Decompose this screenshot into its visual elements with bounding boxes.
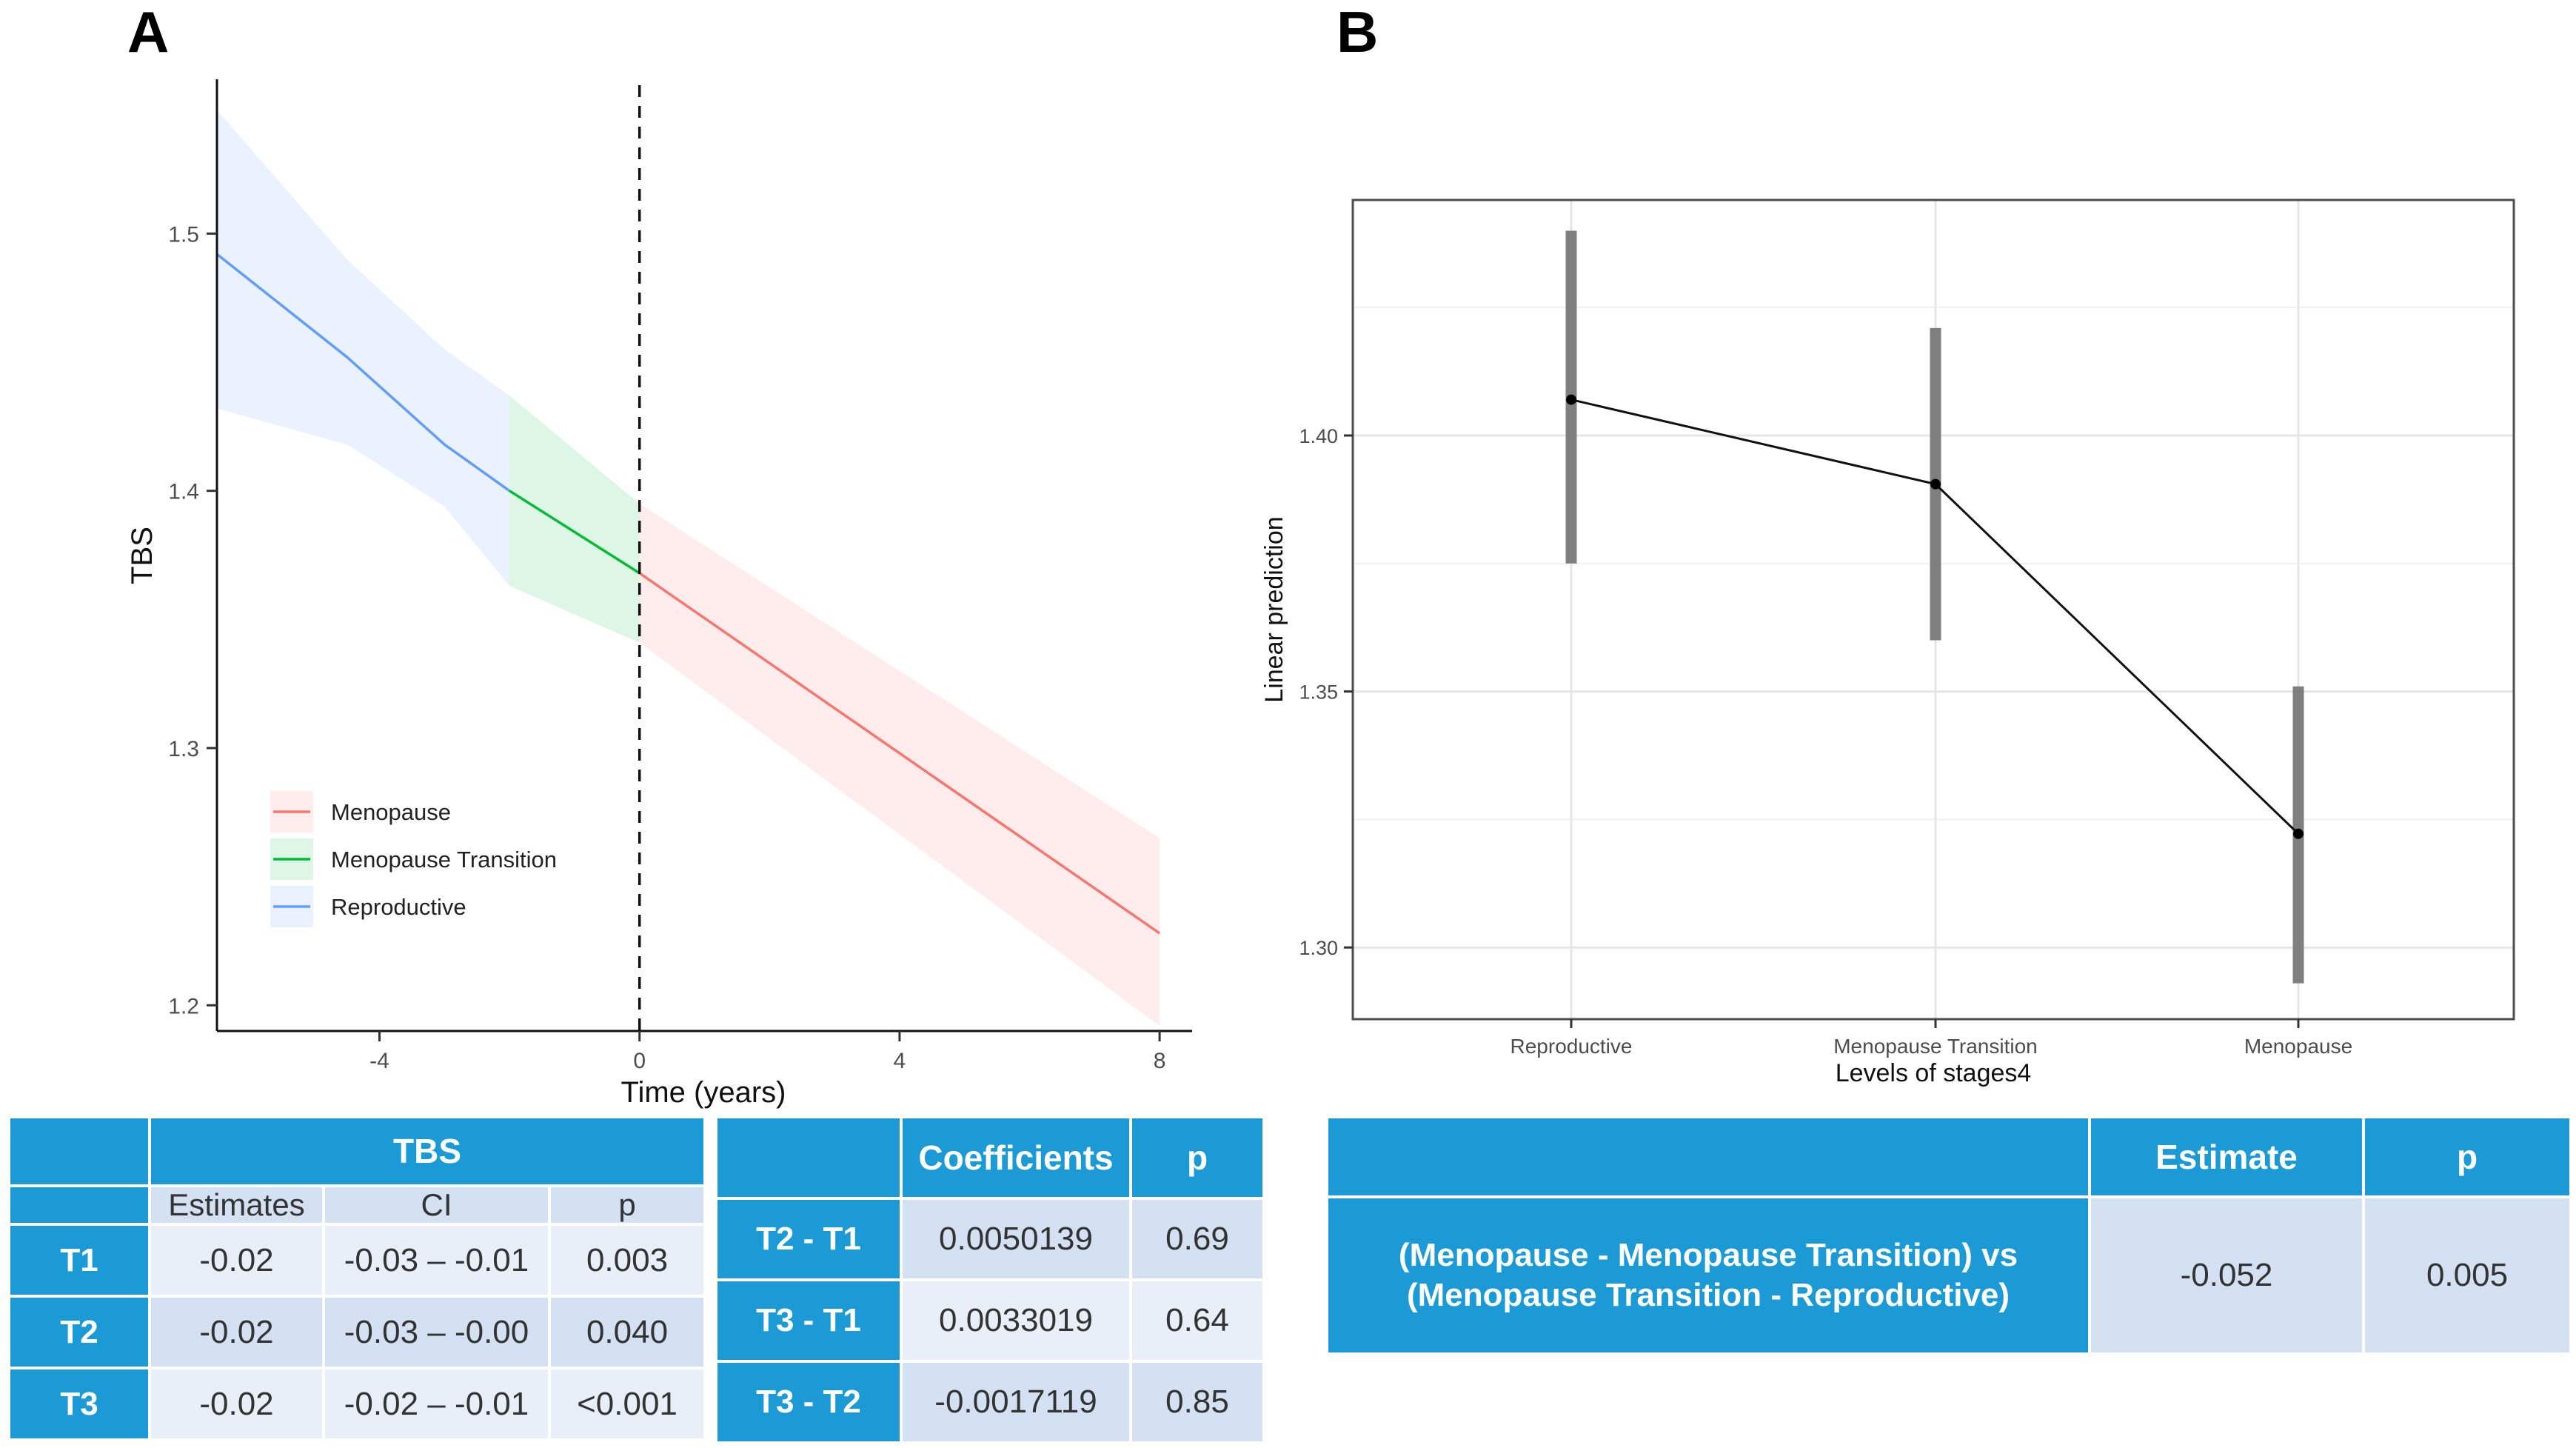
- row-label-line-2: (Menopause Transition - Reproductive): [1406, 1277, 2010, 1313]
- x-axis-title: Time (years): [621, 1076, 786, 1109]
- prediction-point: [1566, 394, 1576, 405]
- y-tick-label: 1.5: [168, 222, 199, 247]
- row-label-line-1: (Menopause - Menopause Transition) vs: [1398, 1237, 2018, 1273]
- cell-estimate: -0.052: [2088, 1195, 2365, 1355]
- table-coefficients: Coefficients p T2 - T1 0.0050139 0.69 T3…: [715, 1115, 1265, 1444]
- table-corner: [7, 1184, 151, 1227]
- table-row: T3 - T2 -0.0017119 0.85: [715, 1360, 1265, 1444]
- cell-estimate: -0.02: [148, 1223, 325, 1298]
- table-row: T1 -0.02 -0.03 – -0.01 0.003: [7, 1223, 706, 1298]
- cell-estimate: -0.02: [148, 1295, 325, 1370]
- y-tick-label: 1.35: [1299, 681, 1338, 704]
- table-row: T3 -0.02 -0.02 – -0.01 <0.001: [7, 1367, 706, 1441]
- x-tick-label: 0: [633, 1049, 646, 1073]
- prediction-point: [2293, 828, 2304, 839]
- row-label: T2: [7, 1295, 151, 1370]
- col-header-estimate: Estimate: [2088, 1115, 2365, 1198]
- y-tick-label: 1.2: [168, 994, 199, 1018]
- plot-border: [1351, 198, 2515, 1021]
- cell-p: 0.69: [1129, 1197, 1265, 1281]
- cell-estimate: -0.02: [148, 1367, 325, 1441]
- table-tbs-estimates: TBS Estimates CI p T1 -0.02 -0.03 – -0.0…: [7, 1115, 706, 1441]
- y-axis-title: Linear prediction: [1260, 516, 1288, 702]
- chart-a: -4 0 4 8 1.2 1.3 1.4 1.5 Time (years) TBS Menopaus…: [126, 79, 1192, 1109]
- legend-label: Reproductive: [331, 894, 466, 920]
- cell-p: 0.64: [1129, 1278, 1265, 1363]
- table-row: T2 - T1 0.0050139 0.69: [715, 1197, 1265, 1281]
- cell-p: 0.005: [2362, 1195, 2572, 1355]
- ci-band-reproductive: [217, 110, 510, 587]
- table-contrast: Estimate p (Menopause - Menopause Transi…: [1325, 1115, 2572, 1355]
- table-corner: [715, 1115, 903, 1200]
- x-tick-label: -4: [369, 1049, 389, 1073]
- col-header-ci: CI: [322, 1184, 551, 1227]
- col-header-coefficients: Coefficients: [900, 1115, 1132, 1200]
- cell-ci: -0.03 – -0.01: [322, 1223, 551, 1298]
- series-line-menopause-transition: [509, 490, 640, 575]
- y-axis-title: TBS: [126, 527, 158, 584]
- x-tick-label: Reproductive: [1511, 1035, 1633, 1058]
- series-line-reproductive: [215, 253, 511, 493]
- y-tick-label: 1.4: [168, 480, 199, 504]
- series-line-menopause: [638, 572, 1161, 935]
- table-row: T2 -0.02 -0.03 – -0.00 0.040: [7, 1295, 706, 1370]
- col-header-estimates: Estimates: [148, 1184, 325, 1227]
- cell-coefficient: 0.0050139: [900, 1197, 1132, 1281]
- row-label: (Menopause - Menopause Transition) vs (M…: [1325, 1195, 2091, 1355]
- ci-band-menopause: [639, 504, 1160, 1027]
- table-row: (Menopause - Menopause Transition) vs (M…: [1325, 1195, 2572, 1355]
- cell-coefficient: -0.0017119: [900, 1360, 1132, 1444]
- x-axis-title: Levels of stages4: [1836, 1059, 2032, 1087]
- cell-p: 0.003: [548, 1223, 706, 1298]
- prediction-point: [1930, 478, 1941, 490]
- cell-coefficient: 0.0033019: [900, 1278, 1132, 1363]
- table-corner: [1325, 1115, 2091, 1198]
- row-label: T3: [7, 1367, 151, 1441]
- col-header-p: p: [1129, 1115, 1265, 1200]
- x-tick-label: Menopause: [2244, 1035, 2352, 1058]
- legend-label: Menopause: [331, 799, 451, 825]
- panel-label-a: A: [127, 0, 170, 64]
- row-label: T3 - T1: [715, 1278, 903, 1363]
- ci-band-menopause-transition: [509, 396, 640, 643]
- y-tick-label: 1.30: [1299, 937, 1338, 959]
- col-header-p: p: [548, 1184, 706, 1227]
- row-label: T2 - T1: [715, 1197, 903, 1281]
- cell-ci: -0.02 – -0.01: [322, 1367, 551, 1441]
- panel-label-b: B: [1336, 0, 1379, 64]
- table-corner: [7, 1115, 151, 1187]
- table-tbs-header: TBS: [148, 1115, 706, 1187]
- x-tick-label: 8: [1154, 1049, 1166, 1073]
- cell-p: 0.85: [1129, 1360, 1265, 1444]
- row-label: T3 - T2: [715, 1360, 903, 1444]
- legend-label: Menopause Transition: [331, 847, 557, 873]
- y-tick-label: 1.40: [1299, 425, 1338, 447]
- row-label: T1: [7, 1223, 151, 1298]
- chart-b: 1.30 1.35 1.40 Reproductive Menopause Transi…: [1260, 198, 2515, 1087]
- table-row: T3 - T1 0.0033019 0.64: [715, 1278, 1265, 1363]
- y-tick-label: 1.3: [168, 737, 199, 761]
- x-tick-label: Menopause Transition: [1833, 1035, 2038, 1058]
- col-header-p: p: [2362, 1115, 2572, 1198]
- cell-ci: -0.03 – -0.00: [322, 1295, 551, 1370]
- cell-p: <0.001: [548, 1367, 706, 1441]
- cell-p: 0.040: [548, 1295, 706, 1370]
- x-tick-label: 4: [894, 1049, 906, 1073]
